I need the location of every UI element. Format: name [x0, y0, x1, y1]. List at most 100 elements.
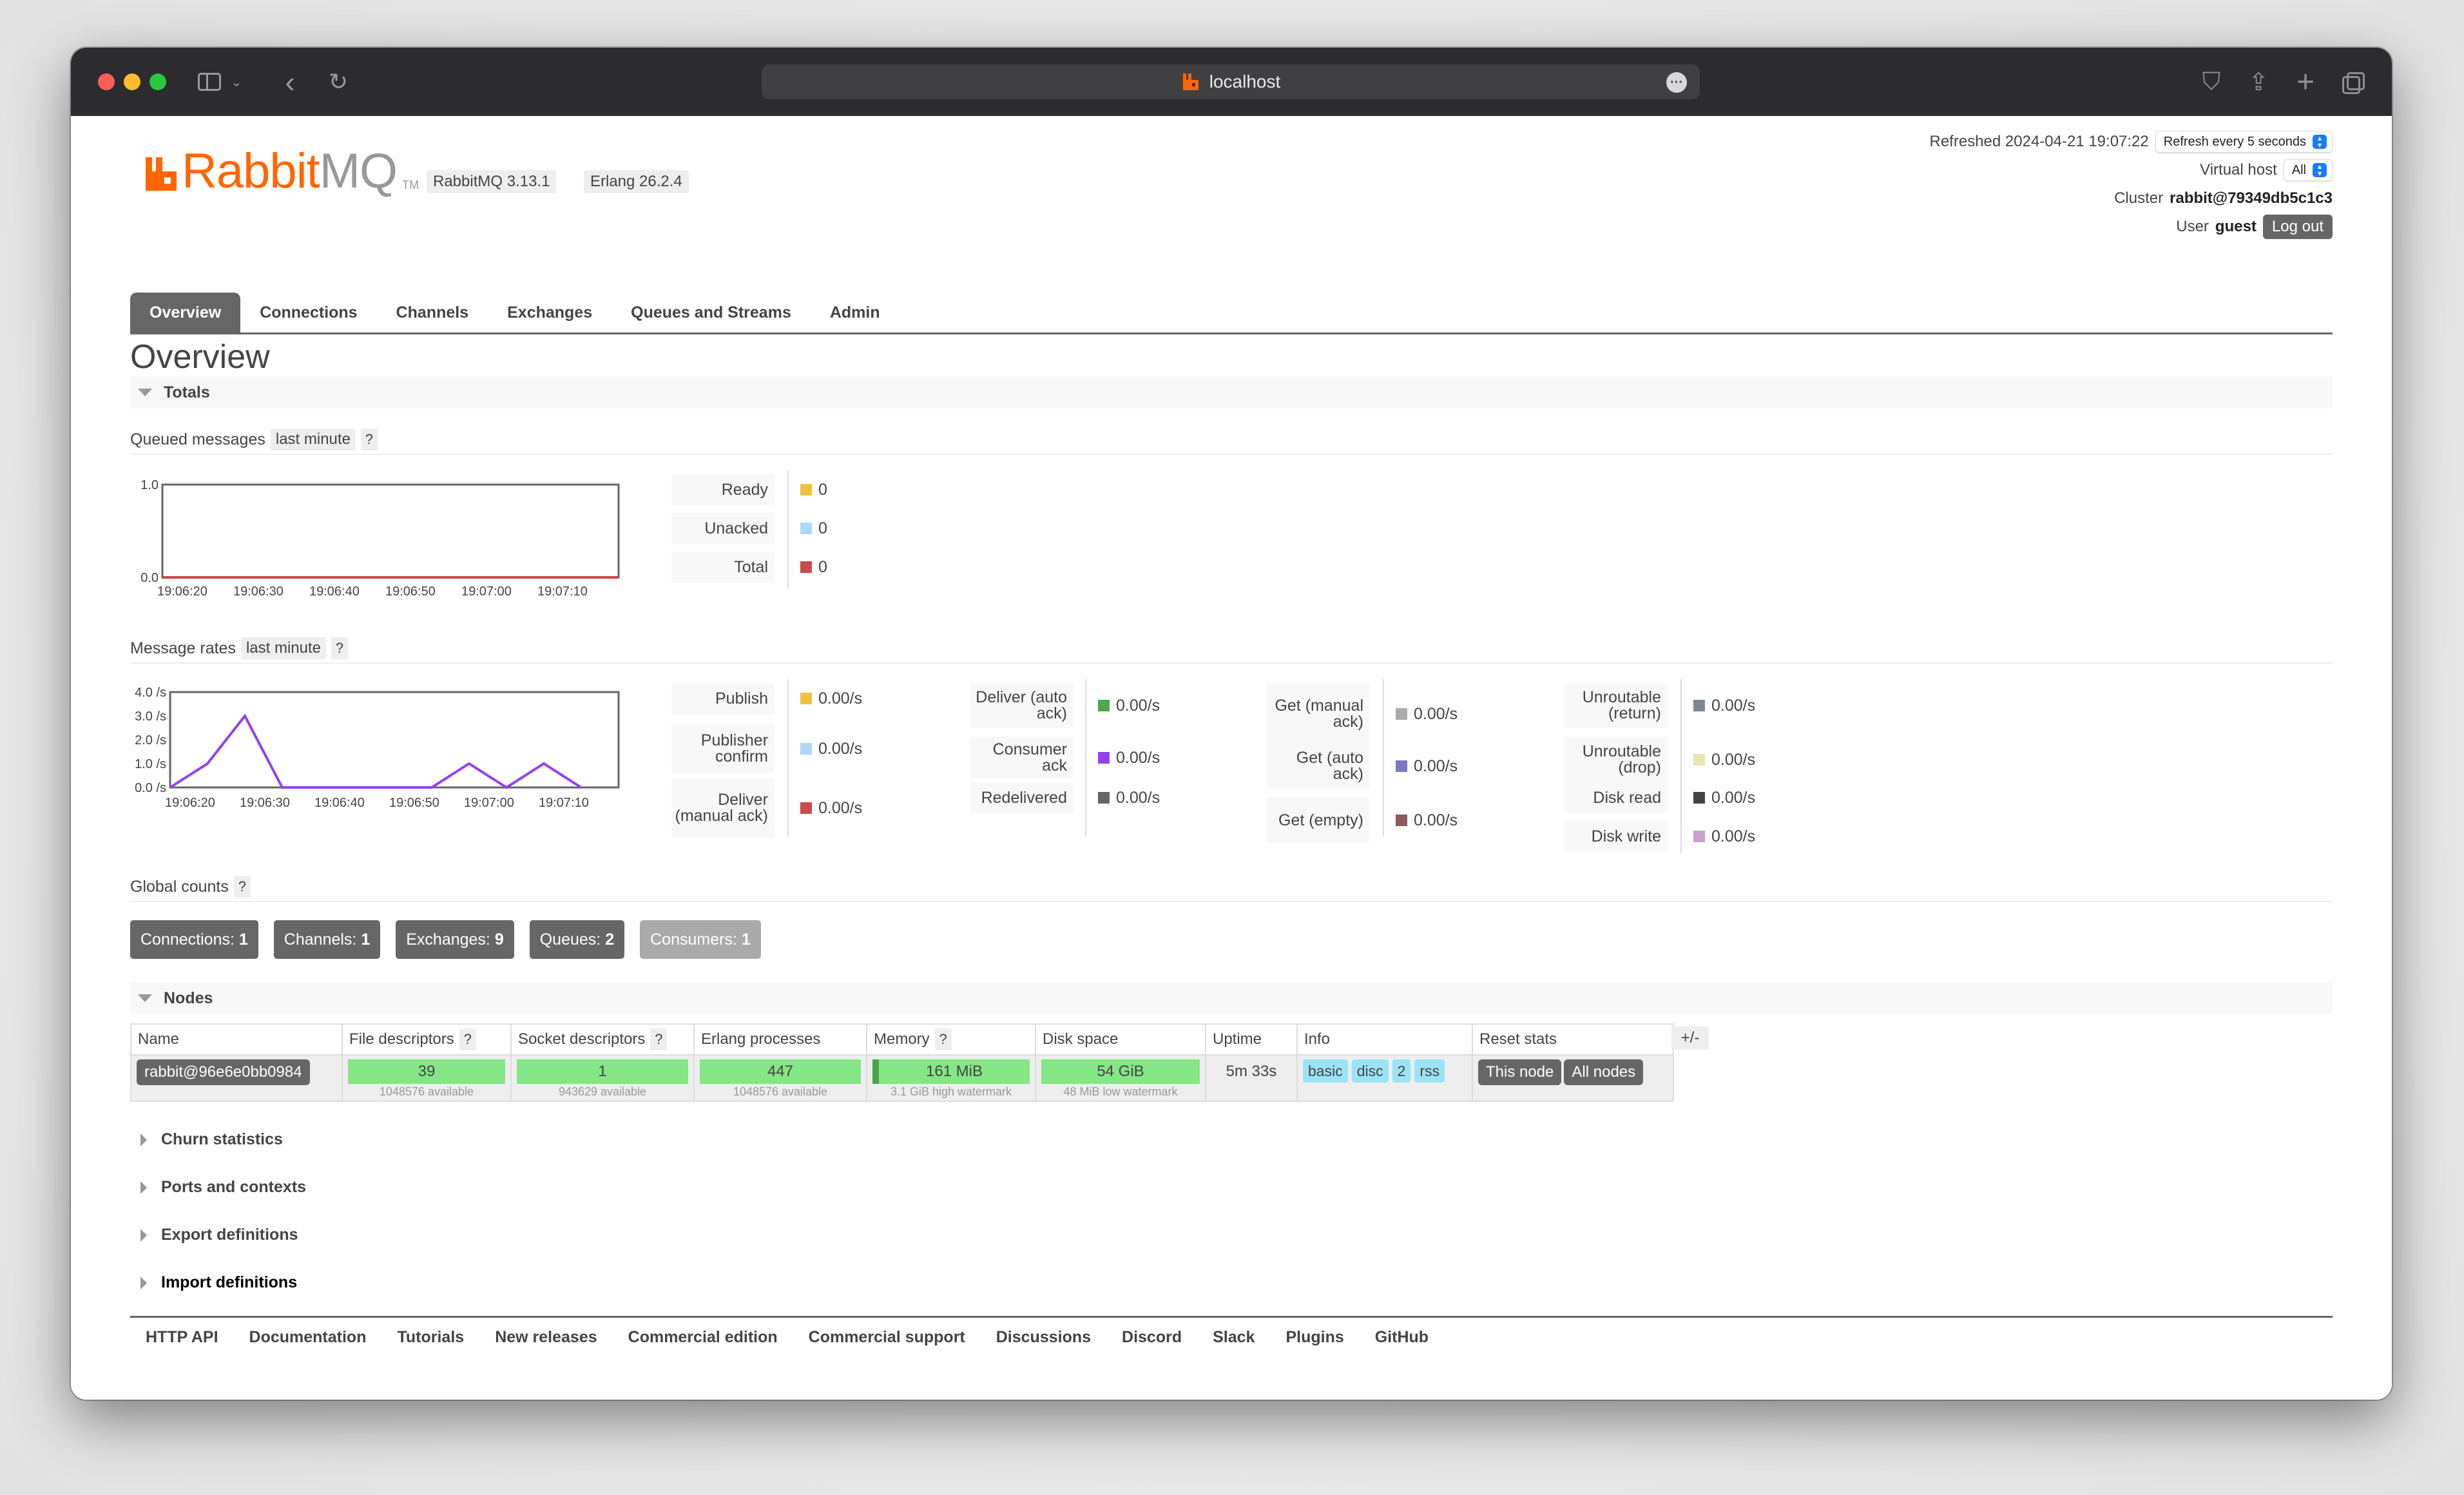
legend-value-text: 0.00/s — [1116, 788, 1160, 807]
footer-link-slack[interactable]: Slack — [1213, 1328, 1255, 1346]
legend-value-text: 0.00/s — [818, 739, 863, 758]
tab-admin[interactable]: Admin — [829, 304, 880, 322]
rates-range-select[interactable]: last minute — [240, 637, 327, 659]
global-counts-help-button[interactable]: ? — [233, 876, 251, 898]
footer-link-new-releases[interactable]: New releases — [495, 1328, 597, 1346]
legend-separator — [1085, 679, 1086, 836]
info-tag-basic[interactable]: basic — [1303, 1059, 1348, 1083]
legend-value: 0 — [800, 513, 827, 544]
tab-connections[interactable]: Connections — [260, 304, 358, 322]
chevron-down-icon[interactable]: ⌄ — [231, 75, 242, 90]
legend-value: 0.00/s — [1396, 683, 1458, 745]
more-options-icon[interactable]: ··· — [1666, 72, 1687, 93]
footer-link-commercial-support[interactable]: Commercial support — [808, 1328, 965, 1346]
share-icon[interactable]: ⇪ — [2248, 68, 2269, 96]
triangle-right-icon — [140, 1133, 147, 1146]
zoom-window-button[interactable] — [149, 73, 166, 90]
uptime-cell: 5m 33s — [1205, 1054, 1298, 1102]
logo-mq-text: MQ — [319, 144, 398, 198]
close-window-button[interactable] — [98, 73, 115, 90]
socket-descriptors-help-button[interactable]: ? — [650, 1028, 668, 1050]
triangle-right-icon — [140, 1181, 147, 1194]
disk-space-bar: 54 GiB — [1041, 1059, 1200, 1084]
header-status-panel: Refreshed 2024-04-21 19:07:22 Refresh ev… — [1930, 128, 2333, 241]
reset-this-node-button[interactable]: This node — [1478, 1059, 1562, 1085]
footer-link-http-api[interactable]: HTTP API — [146, 1328, 218, 1346]
info-tag-rss[interactable]: rss — [1414, 1059, 1445, 1083]
queued-range-select[interactable]: last minute — [270, 429, 356, 450]
footer-link-plugins[interactable]: Plugins — [1285, 1328, 1344, 1346]
address-bar[interactable]: localhost ··· — [762, 64, 1700, 99]
y-tick-label: 4.0 /s — [135, 686, 166, 700]
privacy-shield-icon[interactable]: ⛉ — [2202, 68, 2221, 95]
refresh-interval-select[interactable]: Refresh every 5 seconds ▴ ▾ — [2155, 131, 2333, 153]
legend-label: Redelivered — [970, 782, 1073, 813]
tab-exchanges[interactable]: Exchanges — [507, 304, 593, 322]
tab-channels[interactable]: Channels — [396, 304, 469, 322]
legend-value: 0.00/s — [1098, 683, 1160, 728]
vhost-label: Virtual host — [2200, 161, 2277, 178]
column-header-info: Info — [1296, 1023, 1473, 1056]
column-header-disk-space: Disk space — [1035, 1023, 1206, 1056]
legend-value: 0.00/s — [800, 683, 862, 714]
new-tab-icon[interactable]: + — [2296, 64, 2315, 99]
reload-icon[interactable]: ↻ — [328, 68, 349, 95]
ports-and-contexts-section[interactable]: Ports and contexts — [140, 1178, 306, 1197]
footer-link-documentation[interactable]: Documentation — [249, 1328, 367, 1346]
node-name-link[interactable]: rabbit@96e6e0bb0984 — [137, 1059, 310, 1085]
series-line — [169, 713, 582, 789]
legend-swatch — [800, 802, 812, 814]
rates-help-button[interactable]: ? — [331, 637, 349, 659]
erlang-processes-bar: 447 — [700, 1059, 861, 1084]
file-descriptors-help-button[interactable]: ? — [459, 1028, 476, 1050]
y-tick-label: 1.0 — [140, 478, 159, 492]
channels-count-button[interactable]: Channels: 1 — [273, 920, 381, 959]
memory-note: 3.1 GiB high watermark — [890, 1085, 1012, 1098]
y-tick-label: 2.0 /s — [135, 733, 166, 748]
tab-overview[interactable]: Overview — [130, 293, 241, 333]
rabbitmq-version-badge: RabbitMQ 3.13.1 — [427, 170, 557, 193]
legend-separator — [1383, 679, 1384, 836]
tab-queues-and-streams[interactable]: Queues and Streams — [631, 304, 791, 322]
legend-label: Deliver (auto ack) — [970, 683, 1073, 728]
triangle-right-icon — [140, 1228, 147, 1242]
tab-overview-icon[interactable] — [2338, 67, 2366, 97]
exchanges-count-button[interactable]: Exchanges: 9 — [396, 920, 514, 959]
import-definitions-section[interactable]: Import definitions — [140, 1273, 297, 1292]
footer-link-github[interactable]: GitHub — [1374, 1328, 1429, 1346]
totals-section-header[interactable]: Totals — [130, 376, 2333, 409]
queued-help-button[interactable]: ? — [360, 429, 378, 450]
connections-count-button[interactable]: Connections: 1 — [130, 920, 258, 959]
info-tag-count[interactable]: 2 — [1392, 1059, 1411, 1083]
refreshed-timestamp: Refreshed 2024-04-21 19:07:22 — [1929, 133, 2149, 150]
nodes-section-header[interactable]: Nodes — [130, 982, 2333, 1014]
sidebar-toggle-icon[interactable] — [197, 67, 222, 97]
logo-tm-text: TM — [402, 178, 419, 191]
legend-value-text: 0.00/s — [1414, 811, 1458, 829]
footer-link-discussions[interactable]: Discussions — [996, 1328, 1092, 1346]
legend-swatch — [800, 693, 812, 704]
export-definitions-section[interactable]: Export definitions — [140, 1226, 298, 1244]
legend-value-text: 0.00/s — [818, 689, 863, 708]
logout-button[interactable]: Log out — [2262, 215, 2333, 239]
vhost-select[interactable]: All ▴ ▾ — [2283, 159, 2333, 181]
legend-value-text: 0.00/s — [1711, 827, 1756, 845]
churn-statistics-section[interactable]: Churn statistics — [140, 1130, 283, 1149]
legend-value-text: 0.00/s — [1116, 696, 1160, 715]
info-tag-disc[interactable]: disc — [1351, 1059, 1389, 1083]
x-tick-label: 19:07:10 — [537, 584, 588, 599]
footer-link-discord[interactable]: Discord — [1122, 1328, 1182, 1346]
consumers-count-button[interactable]: Consumers: 1 — [640, 920, 761, 959]
footer-link-tutorials[interactable]: Tutorials — [397, 1328, 465, 1346]
legend-swatch — [1693, 700, 1705, 711]
queues-count-button[interactable]: Queues: 2 — [529, 920, 625, 959]
reset-all-nodes-button[interactable]: All nodes — [1564, 1059, 1644, 1085]
toggle-columns-button[interactable]: +/- — [1671, 1027, 1709, 1050]
footer-link-commercial-edition[interactable]: Commercial edition — [628, 1328, 778, 1346]
select-arrows-icon: ▴ ▾ — [2313, 162, 2327, 177]
rabbitmq-logo[interactable]: Rabbit MQ TM — [143, 147, 419, 196]
minimize-window-button[interactable] — [124, 73, 140, 90]
back-arrow-icon[interactable]: ‹ — [285, 65, 295, 99]
main-nav: Overview Connections Channels Exchanges … — [130, 291, 2333, 334]
memory-help-button[interactable]: ? — [934, 1028, 952, 1050]
